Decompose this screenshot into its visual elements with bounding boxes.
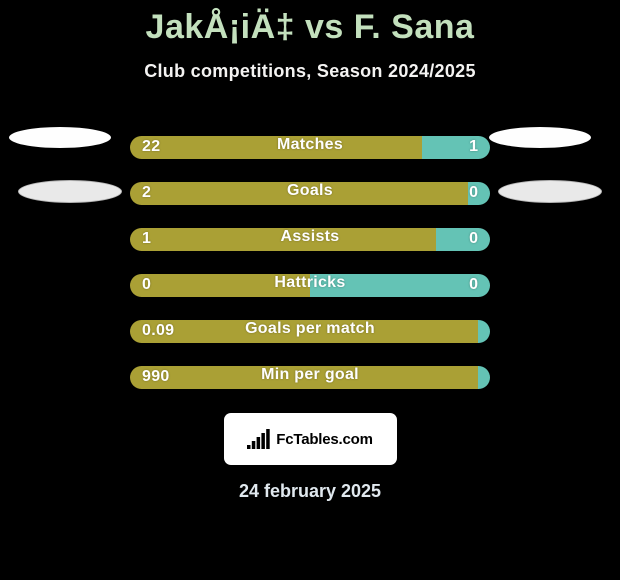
- comparison-card: JakÅ¡iÄ‡ vs F. Sana Club competitions, S…: [0, 0, 620, 580]
- player2-name: F. Sana: [354, 8, 475, 46]
- stat-bar-right: 0: [468, 182, 490, 205]
- stat-row-matches: 221Matches: [0, 124, 620, 170]
- stat-right-value: 0: [469, 184, 478, 202]
- stat-bar-right: [478, 366, 490, 389]
- stat-left-value: 1: [142, 230, 151, 248]
- stat-bar-right: 0: [436, 228, 490, 251]
- stat-bar-left: 0: [130, 274, 310, 297]
- page-title: JakÅ¡iÄ‡ vs F. Sana: [0, 0, 620, 47]
- stat-left-value: 0: [142, 276, 151, 294]
- stat-bar-left: 22: [130, 136, 422, 159]
- stat-right-value: 0: [469, 230, 478, 248]
- stat-left-value: 0.09: [142, 322, 174, 340]
- stat-left-value: 990: [142, 368, 170, 386]
- stat-row-hattricks: 00Hattricks: [0, 262, 620, 308]
- stat-right-value: 0: [469, 276, 478, 294]
- badge-text: FcTables.com: [276, 431, 373, 448]
- stat-bar-left: 2: [130, 182, 468, 205]
- stat-bar: 0.09Goals per match: [130, 320, 490, 343]
- player1-name: JakÅ¡iÄ‡: [146, 8, 296, 46]
- stat-left-value: 22: [142, 138, 160, 156]
- stat-bar-right: 1: [422, 136, 490, 159]
- stat-bar-left: 1: [130, 228, 436, 251]
- stat-bar: 221Matches: [130, 136, 490, 159]
- stats-wrapper: 221Matches20Goals10Assists00Hattricks0.0…: [0, 124, 620, 400]
- stat-bar-right: [478, 320, 490, 343]
- stat-bar-right: 0: [310, 274, 490, 297]
- title-vs: vs: [295, 8, 354, 46]
- stat-bar: 20Goals: [130, 182, 490, 205]
- stat-row-assists: 10Assists: [0, 216, 620, 262]
- stat-row-goals-per-match: 0.09Goals per match: [0, 308, 620, 354]
- stat-row-goals: 20Goals: [0, 170, 620, 216]
- bar-chart-icon: [247, 429, 271, 449]
- stat-right-value: 1: [469, 138, 478, 156]
- stat-bar-left: 0.09: [130, 320, 478, 343]
- stat-bar: 990Min per goal: [130, 366, 490, 389]
- stat-bar: 10Assists: [130, 228, 490, 251]
- stat-row-min-per-goal: 990Min per goal: [0, 354, 620, 400]
- stat-bar-left: 990: [130, 366, 478, 389]
- footer-date: 24 february 2025: [0, 481, 620, 502]
- subtitle: Club competitions, Season 2024/2025: [0, 61, 620, 82]
- stat-bar: 00Hattricks: [130, 274, 490, 297]
- fctables-badge[interactable]: FcTables.com: [224, 413, 397, 465]
- stat-left-value: 2: [142, 184, 151, 202]
